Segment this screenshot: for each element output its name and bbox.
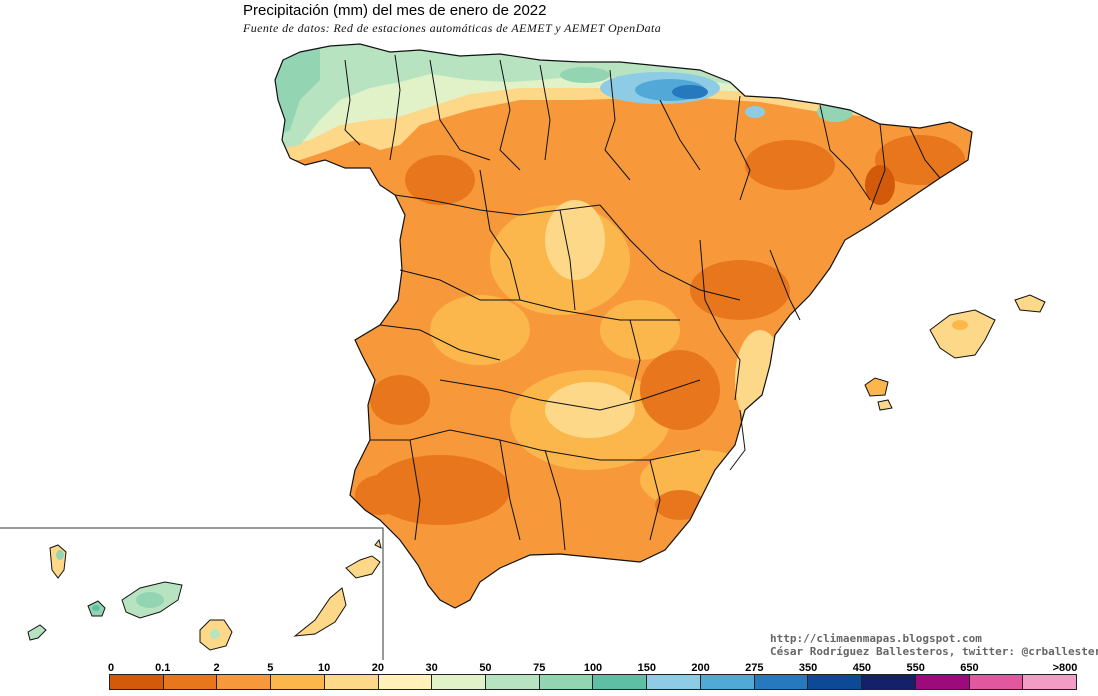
legend-swatch (271, 674, 325, 690)
legend-swatch (163, 674, 218, 690)
legend-label: 350 (798, 662, 818, 674)
legend-label: >800 (1052, 662, 1078, 674)
legend-label: 0.1 (155, 662, 171, 674)
legend-swatch (647, 674, 701, 690)
legend-bar (109, 674, 1077, 690)
legend-swatch (969, 674, 1024, 690)
legend-label: 0 (107, 662, 115, 674)
legend-label: 75 (533, 662, 546, 674)
legend-label: 5 (267, 662, 274, 674)
legend-swatch (432, 674, 487, 690)
precipitation-map (0, 43, 1046, 660)
balearic-islands (864, 294, 1046, 411)
legend-swatch (700, 674, 755, 690)
credit-author: César Rodríguez Ballesteros, twitter: @c… (770, 645, 1098, 658)
legend-swatch (808, 674, 863, 690)
legend-label: 100 (583, 662, 603, 674)
legend-label: 150 (637, 662, 656, 674)
map-title: Precipitación (mm) del mes de enero de 2… (243, 2, 547, 19)
canary-inset (0, 527, 384, 660)
legend-swatch (915, 674, 970, 690)
legend-label: 650 (960, 662, 979, 674)
legend-label: 450 (852, 662, 872, 674)
legend-swatch (862, 674, 916, 690)
map-subtitle: Fuente de datos: Red de estaciones autom… (243, 21, 662, 35)
legend-swatch (324, 674, 379, 690)
peninsula (275, 44, 972, 608)
legend-label: 2 (213, 662, 220, 674)
legend-label: 275 (745, 662, 764, 674)
legend-swatch (754, 674, 809, 690)
color-legend: 0 0.1 2 5 10 20 30 50 75 100 150 200 275 350 450 550 650… (107, 661, 1078, 696)
legend-label: 20 (371, 662, 384, 674)
legend-label: 550 (906, 662, 925, 674)
legend-swatch (593, 674, 648, 690)
legend-swatch (1023, 674, 1077, 690)
legend-swatch (378, 674, 433, 690)
legend-swatch (539, 674, 594, 690)
legend-label: 200 (691, 662, 710, 674)
legend-swatch (217, 674, 272, 690)
province-borders (344, 54, 941, 551)
legend-label: 50 (479, 662, 492, 674)
legend-swatch (109, 674, 164, 690)
legend-label: 30 (425, 662, 438, 674)
legend-label: 10 (317, 662, 331, 674)
legend-swatch (486, 674, 540, 690)
credit-url: http://climaenmapas.blogspot.com (770, 632, 982, 645)
